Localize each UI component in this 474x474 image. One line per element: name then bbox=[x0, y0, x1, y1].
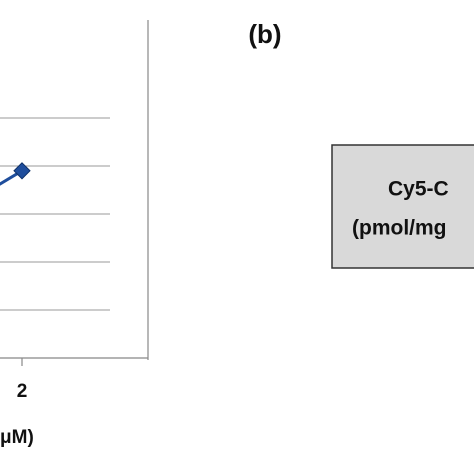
data-line bbox=[0, 169, 23, 186]
data-point bbox=[13, 162, 31, 180]
box-text: Cy5-C bbox=[388, 178, 449, 201]
x-axis-label: μM) bbox=[0, 427, 34, 448]
legend-box bbox=[331, 144, 474, 269]
x-tick-label: 2 bbox=[17, 381, 28, 402]
box-text: (pmol/mg bbox=[352, 217, 447, 240]
panel-label: (b) bbox=[248, 19, 281, 49]
